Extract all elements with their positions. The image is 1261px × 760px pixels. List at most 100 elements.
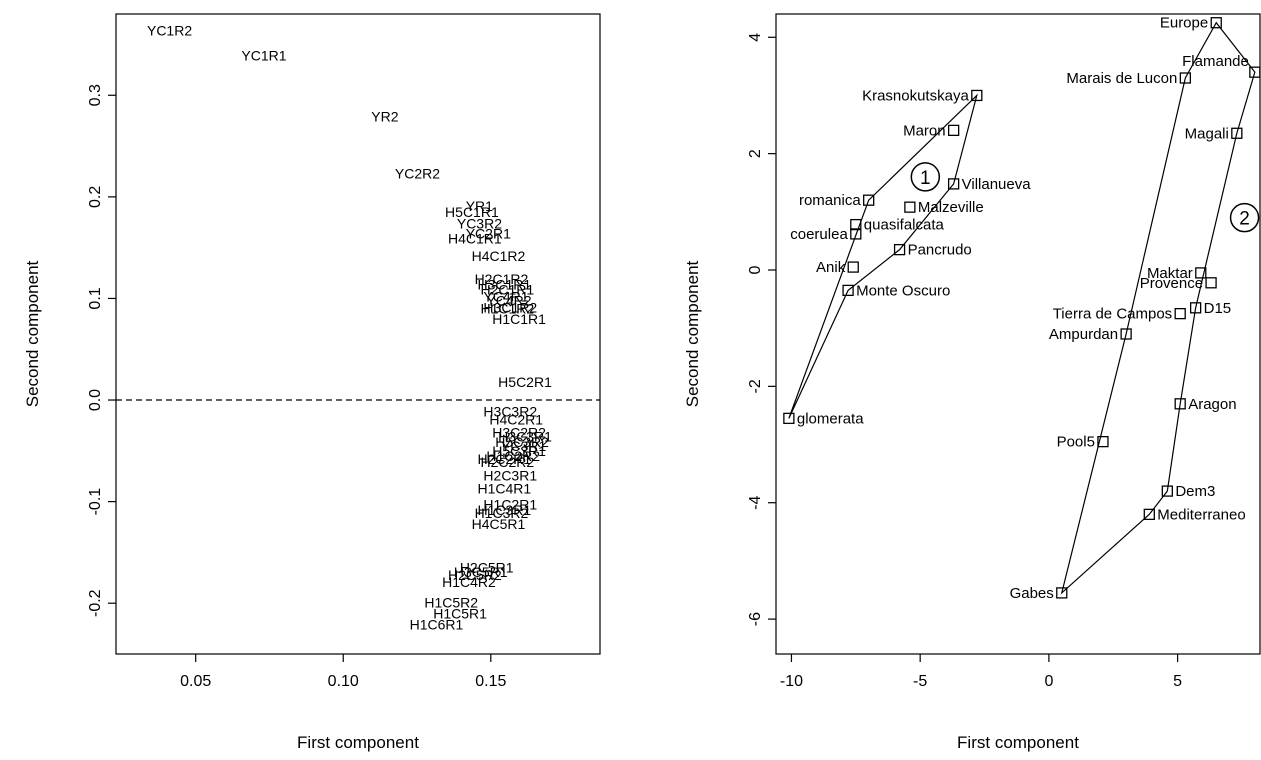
left-point-label: YR1 — [466, 198, 493, 214]
left-point-label: H2C2R2 — [480, 454, 534, 470]
left-point-label: H3C1R1 — [478, 276, 532, 292]
point-label: Malzeville — [918, 199, 984, 216]
left-point-label: H4C5R1 — [472, 516, 526, 532]
left-point-label: H5C2R1 — [498, 374, 552, 390]
right-x-tick-label: -5 — [913, 673, 927, 690]
left-point-label: H5C1R1 — [445, 204, 499, 220]
left-point-label: YC1R2 — [147, 22, 192, 38]
left-point-label: H3C3R1 — [498, 429, 552, 445]
point-marker — [1179, 72, 1191, 84]
point-label: quasifalcata — [864, 217, 945, 234]
point-marker — [863, 194, 875, 206]
left-point-label: H2C5R2 — [448, 567, 502, 583]
point-marker — [850, 218, 862, 231]
point-label: Dem3 — [1175, 483, 1215, 500]
left-x-tick-label: 0.15 — [475, 673, 506, 690]
group-badge-2 — [1229, 202, 1260, 233]
point-marker — [893, 243, 906, 256]
left-point-label: YC4R2 — [486, 293, 531, 309]
left-point-label: H2C1R2 — [475, 271, 529, 287]
point-marker — [971, 89, 983, 102]
group-number-2: 2 — [1239, 209, 1250, 230]
left-y-tick-label: 0.2 — [87, 186, 104, 208]
left-y-tick-label: 0.1 — [87, 287, 104, 309]
left-x-tick-label: 0.05 — [180, 673, 211, 690]
point-marker — [1249, 66, 1261, 78]
point-label: Flamande — [1182, 53, 1249, 70]
point-marker — [847, 261, 859, 273]
left-point-label: H2C3R1 — [483, 467, 537, 483]
point-label: Gabes — [1010, 585, 1054, 602]
right-plot-frame — [775, 13, 1261, 655]
right-panel: Europe Flamande Marais de Lucon Magali Krasn… — [683, 13, 1261, 752]
left-point-label: YC3R1 — [501, 438, 546, 454]
point-marker — [1120, 328, 1132, 340]
point-marker — [947, 124, 960, 137]
right-y-axis-label: Second component — [683, 260, 702, 407]
right-x-axis-label: First component — [957, 733, 1079, 752]
left-point-label: H1C2R2 — [486, 448, 540, 464]
right-x-tick-label: 5 — [1173, 673, 1182, 690]
right-x-tick-label: -10 — [780, 673, 803, 690]
point-marker — [1205, 277, 1217, 289]
point-label: Maron — [903, 122, 946, 139]
left-point-label: H4C2R1 — [489, 411, 543, 427]
point-marker — [1210, 17, 1222, 29]
point-marker — [947, 178, 960, 190]
point-marker — [1189, 302, 1202, 314]
point-label: Anik — [816, 259, 846, 276]
left-x-tick-label: 0.10 — [328, 673, 359, 690]
left-point-label: H4C1R2 — [472, 248, 526, 264]
left-point-label: H3C2R2 — [492, 425, 546, 441]
right-y-tick-label: 4 — [747, 33, 764, 42]
left-point-label: H4C1R1 — [448, 231, 502, 247]
point-marker — [783, 412, 795, 425]
point-label: Krasnokutskaya — [862, 87, 969, 104]
left-point-label: YC4R1 — [483, 288, 528, 304]
left-x-axis-ticks: 0.05 0.10 0.15 — [180, 654, 506, 690]
point-label: Ampurdan — [1049, 326, 1118, 343]
group-number-1: 1 — [920, 168, 931, 189]
left-point-label: H1C5R1 — [433, 605, 487, 621]
left-y-tick-label: -0.1 — [87, 488, 104, 516]
left-y-axis-ticks: -0.2 -0.1 0.0 0.1 0.2 0.3 — [87, 84, 116, 617]
left-point-label: H3C1R2 — [483, 300, 537, 316]
point-marker — [1056, 587, 1068, 599]
right-y-axis-ticks: -6 -4 -2 0 2 4 — [747, 33, 776, 626]
right-x-axis-ticks: -10 -5 0 5 — [780, 654, 1182, 690]
left-point-labels: YC1R2YC1R1YR2YC2R2YR1H5C1R1YC3R2YC2R1H4C… — [147, 22, 552, 632]
left-point-label: H1C5R2 — [424, 594, 478, 610]
point-label: Aragon — [1188, 396, 1236, 413]
point-label: Magali — [1185, 125, 1229, 142]
point-label: Mediterraneo — [1157, 506, 1245, 523]
right-y-tick-label: -2 — [747, 379, 764, 393]
left-point-label: YC2R1 — [466, 226, 511, 242]
point-label: romanica — [799, 192, 861, 209]
right-points: Europe Flamande Marais de Lucon Magali Krasn… — [783, 15, 1261, 602]
left-point-label: H1C2R1 — [483, 497, 537, 513]
left-point-label: H5C3R2 — [495, 434, 549, 450]
right-x-tick-label: 0 — [1044, 673, 1053, 690]
point-label: Pancrudo — [908, 242, 972, 259]
left-point-label: YC2R2 — [395, 166, 440, 182]
point-marker — [1231, 127, 1243, 139]
point-marker — [1161, 485, 1173, 497]
left-point-label: YC1R1 — [241, 48, 286, 64]
left-y-tick-label: 0.0 — [87, 389, 104, 411]
left-point-label: H2C2R1 — [478, 451, 532, 467]
group-hull-1 — [788, 93, 978, 419]
point-label: Europe — [1160, 15, 1208, 32]
point-label: Pool5 — [1057, 434, 1095, 451]
right-group-labels: 12 — [910, 162, 1260, 233]
point-marker — [1195, 267, 1207, 279]
left-point-label: YC3R2 — [457, 215, 502, 231]
left-point-label: H1C3R1 — [478, 502, 532, 518]
group-badge-1 — [910, 162, 941, 192]
left-point-label: H3C5R1 — [454, 564, 508, 580]
left-point-label: H3C3R2 — [483, 403, 537, 419]
right-y-tick-label: -6 — [747, 612, 764, 626]
point-label: coerulea — [790, 226, 848, 243]
right-y-tick-label: -4 — [747, 496, 764, 510]
group-hull-2 — [1060, 21, 1256, 595]
